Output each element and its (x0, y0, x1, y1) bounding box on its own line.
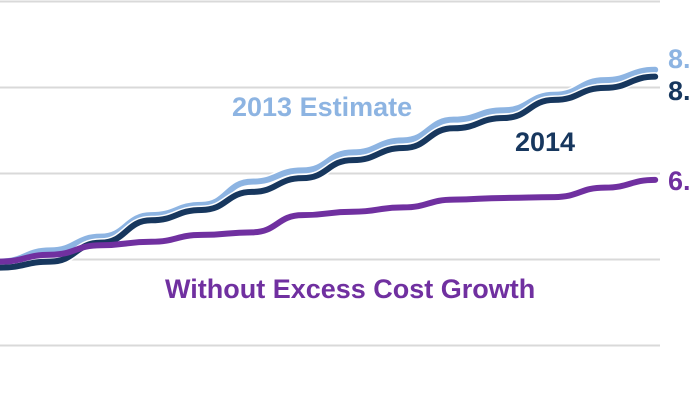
series-line-2 (0, 176, 659, 265)
end-label-without-excess-cost-growth: 6. (668, 166, 691, 196)
series-label-2014: 2014 (515, 127, 576, 157)
series-line-0 (0, 66, 659, 265)
end-label-2013-estimate: 8. (668, 44, 691, 74)
series-line-1 (0, 73, 659, 271)
end-label-2014: 8. (668, 76, 691, 106)
series-label-without-excess-cost-growth: Without Excess Cost Growth (165, 274, 536, 304)
series-label-2013-estimate: 2013 Estimate (232, 92, 413, 122)
